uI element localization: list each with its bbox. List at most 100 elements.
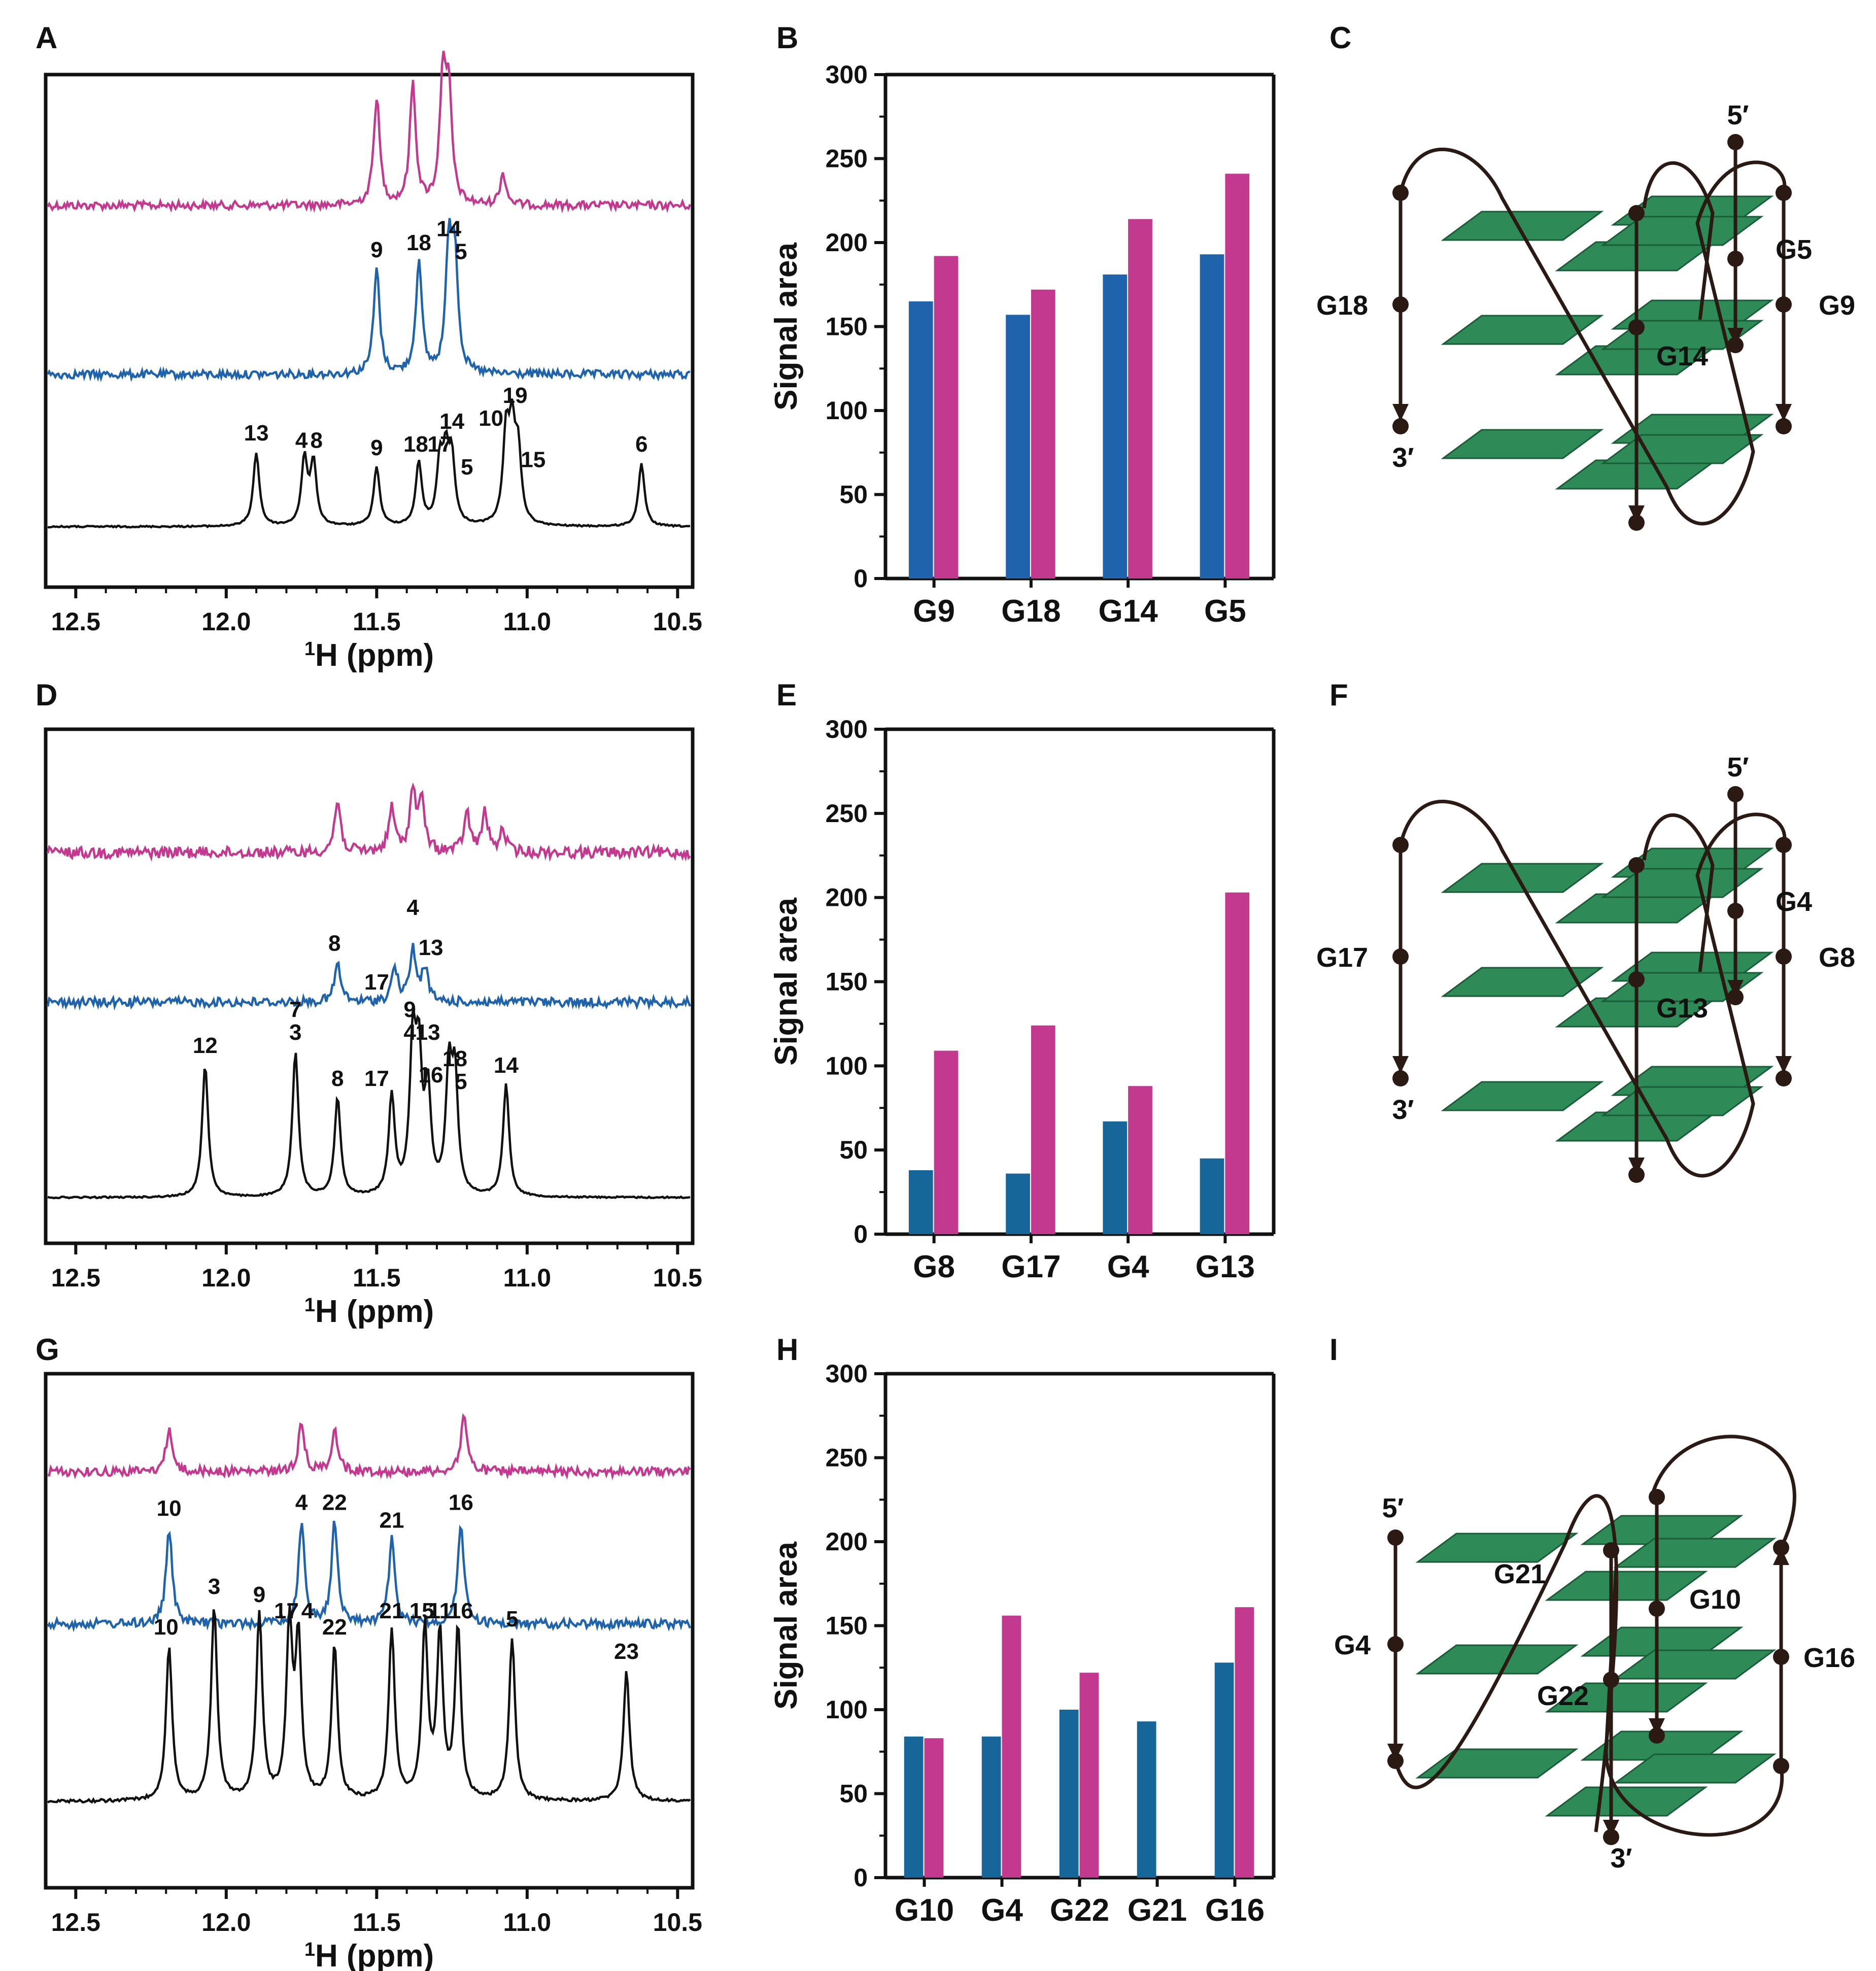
peak-label: 12	[193, 1033, 218, 1058]
x-axis-label: 1H (ppm)	[304, 638, 434, 673]
x-tick-label: G22	[1050, 1893, 1109, 1928]
peak-label: 10	[154, 1615, 179, 1640]
g-label-right: G9	[1819, 290, 1855, 321]
peak-label: 14	[439, 409, 464, 434]
peak-label: 21	[380, 1508, 404, 1533]
g-label-left: G17	[1316, 942, 1368, 973]
y-tick-label: 200	[826, 1527, 868, 1556]
peak-label: 14	[436, 217, 461, 242]
y-axis-label: Signal area	[769, 1542, 804, 1710]
x-tick-label: 10.5	[653, 607, 702, 636]
nucleotide-dot	[1776, 296, 1792, 313]
g-label-center-top: G5	[1776, 234, 1812, 265]
bar-blue-g16	[1214, 1662, 1234, 1878]
bar-pink-g4	[1128, 1086, 1152, 1234]
peak-label: 3	[289, 1020, 301, 1045]
y-tick-label: 100	[826, 1695, 868, 1724]
peak-label: 7	[289, 997, 301, 1022]
spectrum-black	[47, 398, 691, 529]
nucleotide-dot	[1628, 205, 1645, 221]
x-tick-label: 11.5	[353, 1908, 401, 1936]
nucleotide-dot	[1649, 1727, 1665, 1744]
three-prime-label: 3′	[1392, 443, 1414, 473]
peak-label: 17	[364, 1066, 389, 1091]
x-tick-label: 12.0	[201, 1908, 251, 1936]
bar-pink-g17	[1031, 1025, 1055, 1234]
y-tick-label: 50	[839, 1780, 868, 1808]
y-tick-label: 250	[826, 145, 868, 173]
y-tick-label: 300	[826, 1360, 868, 1388]
guanine-plate	[1441, 429, 1604, 459]
g-label-center-bottom: G13	[1656, 993, 1708, 1024]
x-axis-label: 1H (ppm)	[304, 1939, 434, 1971]
x-tick-label: 11.0	[503, 1264, 552, 1292]
bar-blue-g13	[1200, 1158, 1224, 1234]
peak-label: 13	[419, 935, 444, 960]
peak-label: 8	[328, 931, 340, 956]
bar-panel-e: 0 50 100 150 200 250 300 Signal area G8 G17 G4 G13	[769, 715, 1276, 1284]
nucleotide-dot	[1773, 1758, 1789, 1774]
peak-label: 22	[322, 1615, 347, 1640]
bar-blue-g17	[1006, 1173, 1030, 1234]
five-prime-label: 5′	[1727, 100, 1749, 130]
x-tick-label: 10.5	[653, 1908, 702, 1936]
guanine-plate	[1545, 1571, 1708, 1601]
guanine-plate	[1441, 1081, 1604, 1111]
x-tick-label: 12.0	[201, 607, 251, 636]
nucleotide-dot	[1776, 837, 1792, 853]
peak-label: 15	[521, 447, 545, 472]
strand-arrowhead	[1727, 328, 1744, 345]
panel-letters: A B C D E F G H I	[36, 21, 1351, 1367]
nucleotide-dot	[1727, 786, 1744, 802]
peak-label: 5	[461, 455, 473, 480]
loop-path	[1399, 799, 1787, 1178]
x-tick-label: G8	[913, 1249, 955, 1284]
peak-label: 17	[427, 432, 452, 457]
peak-label: 15	[410, 1599, 434, 1623]
nucleotide-dot	[1392, 837, 1409, 853]
y-tick-label: 0	[854, 564, 868, 593]
five-prime-label: 5′	[1727, 752, 1749, 783]
y-tick-label: 150	[826, 1612, 868, 1640]
strand-arrowhead	[1628, 505, 1645, 523]
peak-label: 9	[253, 1582, 265, 1607]
g-label-left: G4	[1334, 1630, 1371, 1660]
bar-panel-b: 0 50 100 150 200 250 300 Signal area G9 G18 G14 G5	[769, 60, 1276, 629]
nucleotide-dot	[1776, 418, 1792, 434]
panel-letter-g: G	[36, 1333, 59, 1367]
peak-label: 10	[479, 406, 503, 431]
bar-blue-g21	[1137, 1721, 1156, 1878]
loop-path	[1399, 147, 1787, 526]
x-tick-label: G13	[1196, 1249, 1255, 1284]
x-tick-label: G18	[1001, 594, 1061, 629]
strand-arrowhead	[1392, 1056, 1409, 1073]
nucleotide-dot	[1628, 319, 1645, 335]
spectrum-pink	[46, 782, 691, 862]
g-label-left: G18	[1316, 290, 1368, 321]
peak-label: 4	[295, 1490, 308, 1515]
bar-pink-g18	[1031, 289, 1055, 579]
peak-label: 16	[449, 1599, 473, 1623]
y-tick-label: 200	[826, 228, 868, 257]
nucleotide-dot	[1392, 185, 1409, 201]
g-label-center-b: G10	[1689, 1584, 1741, 1615]
strand-arrowhead	[1387, 1744, 1404, 1761]
guanine-plate	[1600, 216, 1764, 246]
strand-arrowhead	[1776, 404, 1792, 421]
y-tick-label: 100	[826, 396, 868, 425]
bar-pink-g22	[1079, 1673, 1099, 1878]
y-tick-label: 200	[826, 883, 868, 912]
guanine-plate	[1415, 1533, 1579, 1563]
x-tick-label: G16	[1205, 1893, 1265, 1928]
panel-letter-i: I	[1329, 1333, 1338, 1367]
strand-arrowhead	[1773, 1548, 1789, 1565]
peak-label: 11	[428, 1599, 452, 1623]
panel-letter-e: E	[776, 678, 797, 712]
panel-letter-d: D	[36, 678, 57, 712]
bar-blue-g8	[908, 1170, 933, 1234]
peak-label: 5	[455, 1069, 467, 1094]
bar-blue-g4	[981, 1736, 1001, 1878]
bar-blue-g14	[1103, 274, 1128, 579]
plot-frame	[44, 73, 695, 589]
